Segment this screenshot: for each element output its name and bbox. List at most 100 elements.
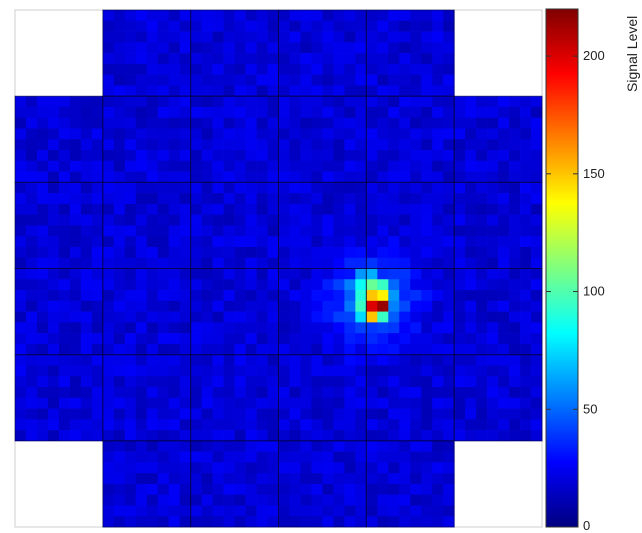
heatmap-cell	[102, 20, 115, 32]
heatmap-cell	[443, 150, 455, 162]
heatmap-cell	[190, 31, 202, 43]
heatmap-cell	[487, 408, 499, 420]
heatmap-cell	[47, 376, 60, 388]
heatmap-cell	[102, 311, 115, 323]
heatmap-cell	[201, 150, 213, 162]
heatmap-cell	[146, 300, 159, 312]
heatmap-cell	[366, 354, 378, 366]
heatmap-cell	[168, 225, 181, 237]
heatmap-cell	[520, 430, 532, 442]
heatmap-cell	[355, 150, 367, 162]
heatmap-cell	[113, 279, 126, 291]
heatmap-cell	[135, 214, 148, 226]
heatmap-cell	[157, 300, 170, 312]
heatmap-cell	[157, 408, 170, 420]
heatmap-cell	[388, 322, 400, 334]
heatmap-cell	[399, 193, 411, 205]
heatmap-cell	[157, 106, 170, 119]
heatmap-cell	[531, 225, 543, 237]
heatmap-cell	[333, 376, 345, 388]
heatmap-cell	[344, 505, 356, 517]
heatmap-cell	[322, 279, 334, 291]
heatmap-cell	[245, 386, 257, 399]
heatmap-cell	[113, 505, 126, 517]
heatmap-cell	[212, 483, 224, 496]
heatmap-cell	[212, 96, 224, 108]
heatmap-cell	[91, 430, 104, 442]
heatmap-cell	[520, 106, 532, 119]
heatmap-cell	[245, 300, 257, 312]
heatmap-cell	[135, 430, 148, 442]
heatmap-cell	[355, 214, 367, 226]
heatmap-cell	[410, 365, 422, 377]
heatmap-cell	[355, 171, 367, 183]
heatmap-cell	[201, 430, 213, 442]
heatmap-cell	[36, 376, 49, 388]
heatmap-cell	[531, 128, 543, 140]
heatmap-cell	[91, 171, 104, 183]
heatmap-cell	[333, 117, 345, 129]
heatmap-cell	[102, 74, 115, 86]
heatmap-cell	[443, 386, 455, 399]
heatmap-cell	[190, 85, 202, 97]
heatmap-cell	[267, 20, 279, 32]
heatmap-cell	[15, 279, 27, 291]
heatmap-cell	[146, 42, 159, 54]
heatmap-cell	[509, 203, 521, 215]
heatmap-cell	[377, 505, 389, 517]
heatmap-cell	[443, 193, 455, 205]
heatmap-cell	[498, 214, 510, 226]
heatmap-cell	[25, 246, 38, 259]
heatmap-cell	[234, 10, 246, 22]
heatmap-cell	[322, 31, 334, 43]
heatmap-cell	[135, 311, 148, 323]
heatmap-cell	[278, 236, 290, 248]
heatmap-cell	[157, 451, 170, 463]
heatmap-cell	[322, 96, 334, 108]
heatmap-cell	[300, 182, 312, 194]
heatmap-cell	[212, 150, 224, 162]
heatmap-cell	[245, 290, 257, 302]
heatmap-cell	[124, 128, 137, 140]
heatmap-cell	[168, 300, 181, 312]
heatmap-cell	[124, 462, 137, 474]
heatmap-cell	[509, 376, 521, 388]
heatmap-cell	[388, 483, 400, 496]
heatmap-cell	[157, 225, 170, 237]
heatmap-cell	[36, 117, 49, 129]
heatmap-cell	[289, 483, 301, 496]
heatmap-cell	[531, 150, 543, 162]
heatmap-cell	[377, 171, 389, 183]
heatmap-cell	[234, 74, 246, 86]
heatmap-cell	[520, 365, 532, 377]
heatmap-cell	[212, 128, 224, 140]
heatmap-cell	[201, 386, 213, 399]
heatmap-cell	[234, 31, 246, 43]
heatmap-cell	[113, 333, 126, 345]
heatmap-cell	[245, 268, 257, 280]
heatmap-cell	[146, 483, 159, 496]
colorbar-label: Signal Level	[624, 16, 640, 92]
heatmap-cell	[113, 516, 126, 528]
heatmap-cell	[157, 236, 170, 248]
heatmap-cell	[15, 376, 27, 388]
heatmap-cell	[410, 343, 422, 356]
heatmap-cell	[410, 203, 422, 215]
heatmap-cell	[256, 354, 268, 366]
heatmap-cell	[102, 462, 115, 474]
heatmap-cell	[80, 365, 93, 377]
heatmap-cell	[520, 354, 532, 366]
heatmap-cell	[80, 290, 93, 302]
heatmap-cell	[267, 193, 279, 205]
heatmap-cell	[102, 246, 115, 259]
heatmap-cell	[432, 451, 444, 463]
heatmap-cell	[267, 139, 279, 151]
heatmap-cell	[311, 96, 323, 108]
heatmap-cell	[146, 20, 159, 32]
heatmap-cell	[333, 96, 345, 108]
heatmap-cell	[300, 408, 312, 420]
heatmap-cell	[146, 160, 159, 172]
heatmap-cell	[267, 74, 279, 86]
heatmap-cell	[487, 160, 499, 172]
heatmap-cell	[322, 139, 334, 151]
